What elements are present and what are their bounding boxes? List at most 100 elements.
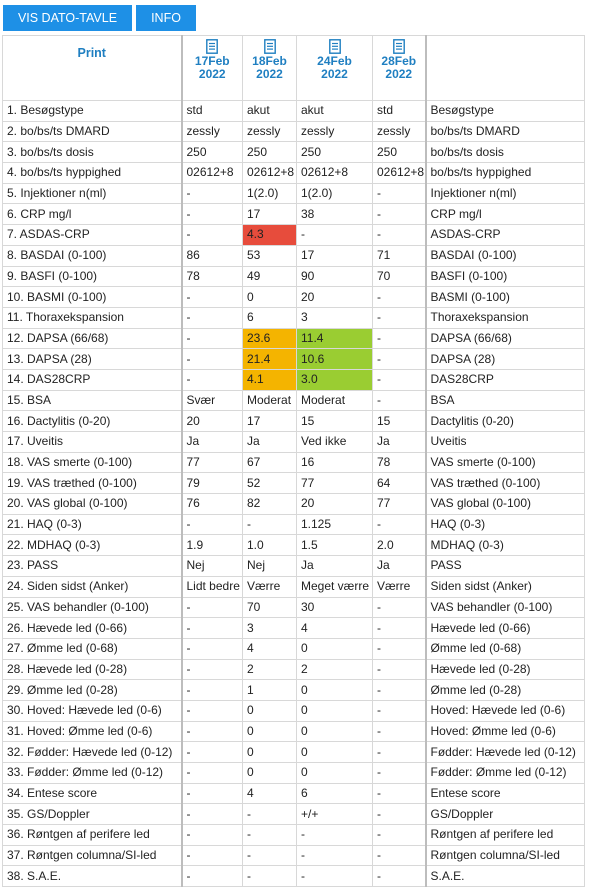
date-header-1[interactable]: 17Feb 2022 [180,35,243,101]
value-cell: - [372,741,427,763]
value-cell: - [296,865,373,888]
row-label: 29. Ømme led (0-28) [2,679,183,701]
table-row: 4. bo/bs/ts hyppighed 02612+8 02612+8 02612… [2,162,585,184]
value-cell: - [242,824,297,846]
value-cell: 71 [372,244,427,267]
row-label: 10. BASMI (0-100) [2,286,183,308]
value-cell: 15 [372,410,427,432]
value-cell: - [372,596,427,619]
row-label: 20. VAS global (0-100) [2,493,183,515]
value-cell: - [180,637,243,660]
value-cell: - [180,824,243,846]
date-header-4[interactable]: 28Feb 2022 [372,35,427,101]
value-cell: 2 [242,658,297,681]
value-cell: 0 [242,286,297,308]
row-label: 24. Siden sidst (Anker) [2,575,183,598]
table-row: 35. GS/Doppler - - +/+ - GS/Doppler [2,803,585,826]
value-cell: 49 [242,265,297,288]
row-label: 12. DAPSA (66/68) [2,327,183,350]
value-cell: 0 [296,741,373,763]
value-cell: 70 [372,265,427,288]
row-label: 21. HAQ (0-3) [2,513,183,536]
value-cell: 15 [296,410,373,432]
row-label: 27. Ømme led (0-68) [2,637,183,660]
value-cell: - [372,348,427,370]
value-cell: 4 [242,782,297,805]
value-cell[interactable]: 82 [242,493,297,515]
value-cell: Svær [180,389,243,412]
table-row: 12. DAPSA (66/68) -23.6 11.4- DAPSA (66/68) [2,327,585,350]
value-cell[interactable]: 52 [242,472,297,495]
value-cell: - [180,803,243,826]
patient-data-table: Print 17Feb 2022 18Feb 2022 2 4 [2,35,585,888]
value-cell: Værre [242,575,297,598]
row-label: 26. Hævede led (0-66) [2,617,183,639]
value-cell: 1.9 [180,534,243,557]
row-label: 30. Hoved: Hævede led (0-6) [2,699,183,722]
value-cell: 0 [242,699,297,722]
value-cell: Meget værre [296,575,373,598]
value-cell[interactable]: 79 [180,472,243,495]
row-short-label: ASDAS-CRP [424,224,585,246]
value-cell[interactable]: 77 [296,472,373,495]
value-cell[interactable]: 38 [296,203,373,226]
table-row: 20. VAS global (0-100) 76 82 20 77 VAS global… [2,493,585,515]
value-cell: std [180,100,243,122]
value-cell[interactable]: 64 [372,472,427,495]
date-header-3[interactable]: 24Feb 2022 [296,35,373,101]
value-cell: 10.6 [296,348,373,370]
value-cell: zessly [372,120,427,143]
value-cell: - [372,720,427,743]
value-cell[interactable]: 20 [296,493,373,515]
row-label: 7. ASDAS-CRP [2,224,183,246]
row-label: 37. Røntgen columna/SI-led [2,844,183,867]
document-icon [328,39,341,54]
value-cell: 3 [296,306,373,329]
value-cell: 4.1 [242,368,297,391]
row-short-label: Hoved: Hævede led (0-6) [424,699,585,722]
document-icon [206,39,219,54]
table-row: 24. Siden sidst (Anker) Lidt bedre Værre Me… [2,575,585,598]
value-cell: - [180,224,243,246]
table-row: 14. DAS28CRP -4.1 3.0- DAS28CRP [2,368,585,391]
row-short-label: Ømme led (0-68) [424,637,585,660]
row-short-label: Fødder: Ømme led (0-12) [424,762,585,784]
value-cell: - [372,658,427,681]
value-cell: 02612+8 [296,162,373,184]
row-short-label: DAPSA (66/68) [424,327,585,350]
row-label: 23. PASS [2,555,183,577]
value-cell: - [242,803,297,826]
row-short-label: BASDAI (0-100) [424,244,585,267]
value-cell[interactable]: 77 [180,451,243,474]
value-cell[interactable]: 77 [372,493,427,515]
value-cell: - [242,865,297,888]
row-short-label: bo/bs/ts hyppighed [424,162,585,184]
row-label: 34. Entese score [2,782,183,805]
value-cell: 1(2.0) [242,182,297,205]
value-cell: 17 [296,244,373,267]
row-label: 31. Hoved: Ømme led (0-6) [2,720,183,743]
value-cell: 0 [296,762,373,784]
row-short-label: VAS træthed (0-100) [424,472,585,495]
row-label: 33. Fødder: Ømme led (0-12) [2,762,183,784]
row-short-label: Entese score [424,782,585,805]
date-header-2[interactable]: 18Feb 2022 [242,35,297,101]
value-cell[interactable]: 67 [242,451,297,474]
value-cell[interactable]: 16 [296,451,373,474]
value-cell: akut [242,100,297,122]
value-cell[interactable]: 17 [242,203,297,226]
row-short-label: PASS [424,555,585,577]
value-cell[interactable]: 76 [180,493,243,515]
value-cell: 4 [296,617,373,639]
value-cell: - [372,699,427,722]
vis-dato-tavle-button[interactable]: VIS DATO-TAVLE [3,5,132,31]
print-link[interactable]: Print [77,46,106,60]
value-cell: Ja [372,555,427,577]
toolbar: VIS DATO-TAVLE INFO [3,5,200,31]
value-cell: - [180,617,243,639]
info-button[interactable]: INFO [136,5,196,31]
value-cell: 4.3 [242,224,297,246]
value-cell[interactable]: 78 [372,451,427,474]
value-cell: 2.0 [372,534,427,557]
table-row: 19. VAS træthed (0-100) 79 52 77 64 VAS træth… [2,472,585,495]
